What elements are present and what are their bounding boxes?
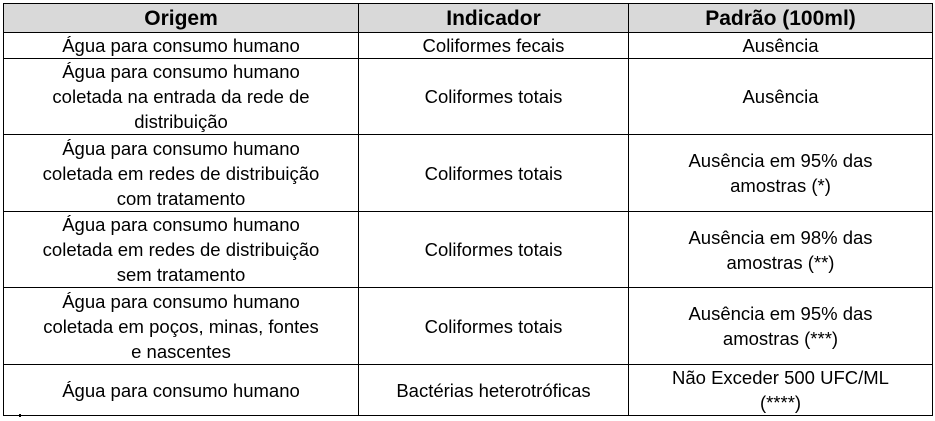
cell-origem: Água para consumo humano coletada em red…	[3, 134, 359, 212]
stray-mark	[19, 414, 21, 417]
table-row: Água para consumo humano coletada em red…	[3, 134, 933, 212]
cell-padrao: Ausência	[628, 32, 933, 59]
header-indicador: Indicador	[358, 3, 629, 33]
cell-padrao: Ausência em 98% das amostras (**)	[628, 211, 933, 288]
cell-origem: Água para consumo humano coletada em poç…	[3, 287, 359, 365]
cell-origem: Água para consumo humano	[3, 364, 359, 416]
cell-padrao: Ausência em 95% das amostras (***)	[628, 287, 933, 365]
cell-indicador: Coliformes totais	[358, 58, 629, 135]
header-origem: Origem	[3, 3, 359, 33]
table-row: Água para consumo humano coletada em poç…	[3, 287, 933, 365]
cell-indicador: Bactérias heterotróficas	[358, 364, 629, 416]
cell-indicador: Coliformes totais	[358, 287, 629, 365]
cell-padrao: Ausência em 95% das amostras (*)	[628, 134, 933, 212]
table-row: Água para consumo humano Coliformes feca…	[3, 32, 933, 59]
cell-origem: Água para consumo humano coletada em red…	[3, 211, 359, 288]
cell-origem: Água para consumo humano	[3, 32, 359, 59]
header-row: Origem Indicador Padrão (100ml)	[3, 3, 933, 33]
table-row: Água para consumo humano Bactérias heter…	[3, 364, 933, 416]
cell-indicador: Coliformes totais	[358, 211, 629, 288]
table-row: Água para consumo humano coletada na ent…	[3, 58, 933, 135]
cell-indicador: Coliformes fecais	[358, 32, 629, 59]
cell-indicador: Coliformes totais	[358, 134, 629, 212]
cell-padrao: Não Exceder 500 UFC/ML (****)	[628, 364, 933, 416]
cell-padrao: Ausência	[628, 58, 933, 135]
cell-origem: Água para consumo humano coletada na ent…	[3, 58, 359, 135]
header-padrao: Padrão (100ml)	[628, 3, 933, 33]
table-row: Água para consumo humano coletada em red…	[3, 211, 933, 288]
water-quality-table: Origem Indicador Padrão (100ml) Água par…	[3, 3, 933, 416]
